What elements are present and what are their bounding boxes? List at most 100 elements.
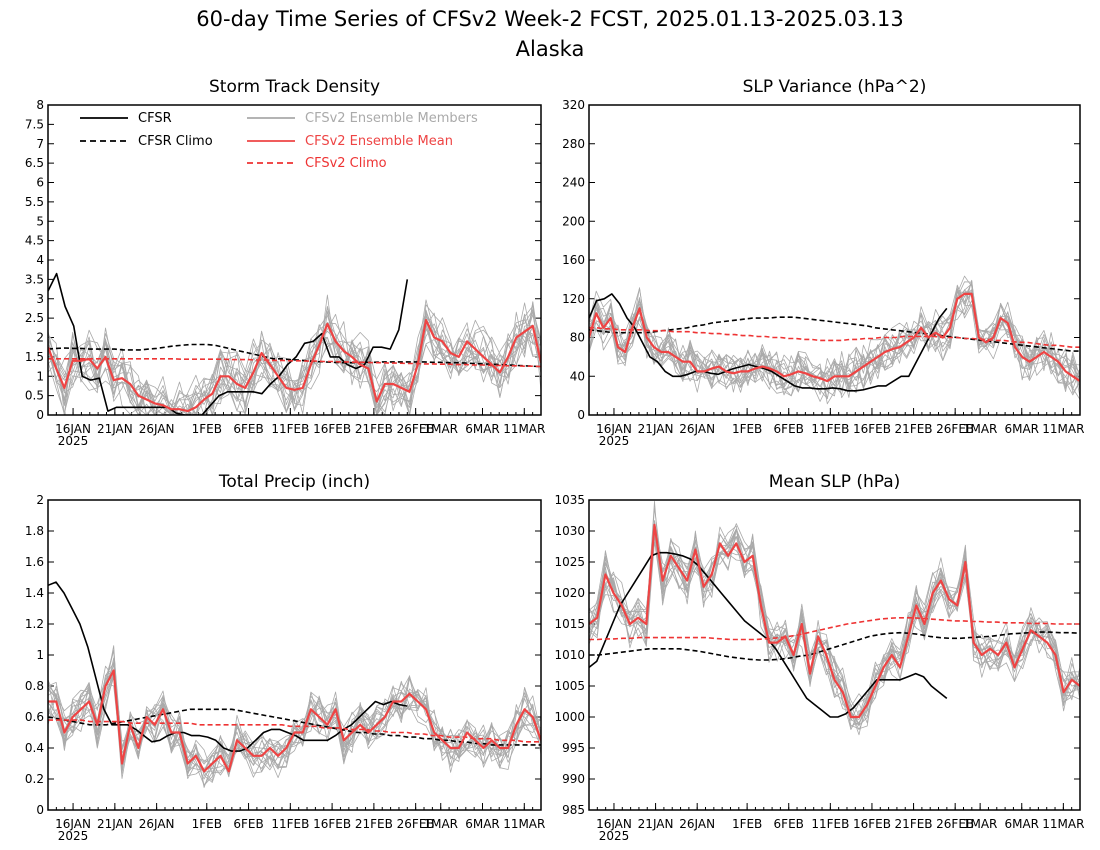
plot-area <box>589 275 1080 405</box>
y-tick-label: 1 <box>36 648 44 662</box>
y-tick-label: 2.5 <box>25 311 44 325</box>
y-tick-label: 200 <box>562 214 585 228</box>
x-tick-label: 6MAR <box>1004 422 1039 436</box>
y-tick-label: 1015 <box>554 617 585 631</box>
x-tick-label: 1FEB <box>732 817 762 831</box>
x-tick-label: 11FEB <box>811 817 849 831</box>
x-tick-label: 21FEB <box>895 422 933 436</box>
ensemble-member-line <box>589 279 1080 400</box>
y-tick-label: 7.5 <box>25 117 44 131</box>
legend-label-cfsv2-climo: CFSv2 Climo <box>305 156 387 171</box>
x-tick-label: 11FEB <box>271 422 309 436</box>
x-tick-label: 26JAN <box>679 422 715 436</box>
cfsr-climo-line <box>589 316 1080 352</box>
ensemble-member-line <box>589 281 1080 397</box>
cfsr-climo-line <box>589 631 1080 661</box>
cfsr-line <box>48 581 408 752</box>
y-tick-label: 1.4 <box>25 586 44 600</box>
y-tick-label: 7 <box>36 137 44 151</box>
y-tick-label: 240 <box>562 176 585 190</box>
plot-area <box>48 272 541 415</box>
figure-title: 60-day Time Series of CFSv2 Week-2 FCST,… <box>196 7 903 31</box>
y-tick-label: 160 <box>562 253 585 267</box>
y-tick-label: 2 <box>36 493 44 507</box>
x-tick-label: 21JAN <box>638 422 674 436</box>
ensemble-member-line <box>48 308 541 415</box>
cfsv2-climo-line <box>48 358 541 368</box>
x-tick-label: 26FEB <box>936 422 974 436</box>
y-tick-label: 80 <box>570 331 585 345</box>
x-tick-label: 21JAN <box>97 422 133 436</box>
y-tick-label: 2 <box>36 331 44 345</box>
y-tick-label: 5 <box>36 214 44 228</box>
y-tick-label: 1.6 <box>25 555 44 569</box>
y-tick-label: 8 <box>36 98 44 112</box>
ensemble-member-line <box>48 313 541 415</box>
y-tick-label: 1035 <box>554 493 585 507</box>
plot-area <box>589 500 1080 736</box>
legend-label-cfsr-climo: CFSR Climo <box>138 134 213 149</box>
x-tick-label: 26FEB <box>936 817 974 831</box>
x-tick-label: 16FEB <box>853 817 891 831</box>
y-tick-label: 1025 <box>554 555 585 569</box>
panel-title: SLP Variance (hPa^2) <box>743 77 927 97</box>
x-tick-label: 1MAR <box>423 422 458 436</box>
ensemble-member-line <box>589 528 1080 730</box>
legend: CFSR CFSR Climo CFSv2 Ensemble Members CFSv… <box>80 111 478 171</box>
x-year-label: 2025 <box>58 434 89 448</box>
plot-frame <box>588 499 1081 811</box>
x-tick-label: 11MAR <box>1042 422 1084 436</box>
x-tick-label: 11FEB <box>811 422 849 436</box>
figure-subtitle: Alaska <box>516 37 585 61</box>
ensemble-member-line <box>48 312 541 415</box>
ensemble-member-line <box>48 304 541 415</box>
x-tick-label: 1FEB <box>732 422 762 436</box>
x-tick-label: 16JAN <box>55 422 91 436</box>
y-tick-label: 1020 <box>554 586 585 600</box>
cfsv2-climo-line <box>589 327 1080 348</box>
y-tick-label: 1030 <box>554 524 585 538</box>
x-tick-label: 11MAR <box>503 817 545 831</box>
y-tick-label: 5.5 <box>25 195 44 209</box>
x-tick-label: 11MAR <box>503 422 545 436</box>
ensemble-member-line <box>589 532 1080 730</box>
x-tick-label: 1MAR <box>423 817 458 831</box>
panel-2: SLP Variance (hPa^2) 0 40 80 120 160 200 240 280… <box>562 77 1084 448</box>
ensemble-mean-line <box>589 523 1080 719</box>
panel-1: Storm Track Density 0 0.5 1 1.5 2 2.5 3 3.5 4 4.5 5… <box>25 77 545 448</box>
panel-3: Total Precip (inch) 0 0.2 0.4 0.6 0.8 1 1.2 1.4 1… <box>25 472 545 843</box>
plot-frame <box>588 104 1081 416</box>
cfsr-climo-line <box>48 343 541 368</box>
ensemble-mean-line <box>48 319 541 413</box>
ensemble-member-line <box>589 528 1080 712</box>
panel-title: Mean SLP (hPa) <box>769 472 901 492</box>
y-tick-label: 1010 <box>554 648 585 662</box>
y-tick-label: 0 <box>36 408 44 422</box>
ensemble-member-line <box>48 677 541 779</box>
y-tick-label: 985 <box>562 803 585 817</box>
y-tick-label: 320 <box>562 98 585 112</box>
x-tick-label: 1MAR <box>963 422 998 436</box>
y-tick-label: 4 <box>36 253 44 267</box>
y-tick-label: 0.4 <box>25 741 44 755</box>
x-tick-label: 1FEB <box>192 817 222 831</box>
y-tick-label: 6 <box>36 176 44 190</box>
y-tick-label: 1.2 <box>25 617 44 631</box>
y-tick-label: 0.8 <box>25 679 44 693</box>
y-tick-label: 3 <box>36 292 44 306</box>
ensemble-member-line <box>589 528 1080 730</box>
y-tick-label: 1 <box>36 369 44 383</box>
x-tick-label: 6FEB <box>233 422 263 436</box>
y-tick-label: 1.8 <box>25 524 44 538</box>
plot-frame <box>47 104 542 416</box>
ensemble-member-line <box>589 500 1080 731</box>
ensemble-member-line <box>589 275 1080 395</box>
x-tick-label: 16FEB <box>313 422 351 436</box>
x-tick-label: 16FEB <box>313 817 351 831</box>
y-tick-label: 40 <box>570 369 585 383</box>
ensemble-member-line <box>589 533 1080 720</box>
cfsv2-climo-line <box>48 719 541 743</box>
y-tick-label: 995 <box>562 741 585 755</box>
legend-label-mean: CFSv2 Ensemble Mean <box>305 134 453 149</box>
